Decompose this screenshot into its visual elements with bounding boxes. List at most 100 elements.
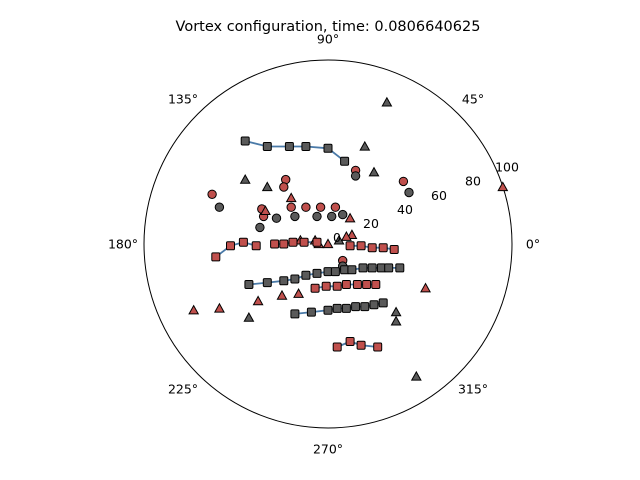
theta-tick-label: 180° <box>108 237 138 252</box>
r-tick-label: 20 <box>363 216 379 231</box>
circle-marker <box>207 189 217 200</box>
square-marker <box>356 340 366 350</box>
theta-tick-label: 0° <box>526 237 540 252</box>
square-marker <box>378 243 388 253</box>
triangle-marker <box>293 288 305 298</box>
circle-marker <box>338 209 348 220</box>
theta-tick-label: 135° <box>168 92 198 107</box>
square-marker <box>332 342 342 352</box>
triangle-marker <box>276 289 288 300</box>
theta-tick-label: 45° <box>462 92 484 107</box>
square-marker <box>330 267 340 277</box>
r-tick-label: 0 <box>333 230 341 245</box>
square-marker <box>351 302 361 312</box>
square-marker <box>332 303 342 313</box>
square-marker <box>288 237 298 247</box>
square-marker <box>262 142 272 151</box>
square-marker <box>360 302 370 312</box>
circle-marker <box>301 202 311 212</box>
triangle-marker <box>285 192 297 203</box>
triangle-marker <box>340 231 352 241</box>
square-marker <box>306 307 316 317</box>
square-marker <box>310 283 320 293</box>
square-marker <box>332 281 342 291</box>
r-tick-label: 80 <box>465 174 481 189</box>
series-line <box>336 340 378 348</box>
circle-marker <box>350 171 361 181</box>
chart-title: Vortex configuration, time: 0.0806640625 <box>176 19 481 35</box>
square-marker <box>301 270 311 280</box>
square-marker <box>279 276 289 286</box>
square-marker <box>341 303 351 313</box>
triangle-marker <box>410 370 422 381</box>
square-marker <box>240 136 250 146</box>
circle-marker <box>290 211 300 222</box>
data-markers <box>188 96 509 381</box>
square-marker <box>251 241 261 251</box>
circle-marker <box>214 202 225 212</box>
theta-tick-label: 225° <box>168 382 198 397</box>
square-marker <box>341 280 351 289</box>
triangle-marker <box>344 212 356 223</box>
tick-labels: 0° 45° 90° 135° 180° 225° 270° 315° 0 20 40 60 80 100 <box>108 32 540 457</box>
square-marker <box>362 280 372 289</box>
square-marker <box>226 241 235 251</box>
square-marker <box>345 337 355 346</box>
triangle-marker <box>497 181 509 192</box>
theta-tick-label: 270° <box>313 442 343 457</box>
square-marker <box>284 142 294 151</box>
square-marker <box>290 274 300 284</box>
triangle-marker <box>322 238 334 249</box>
square-marker <box>323 143 333 153</box>
square-marker <box>340 156 350 166</box>
triangle-marker <box>346 229 358 239</box>
triangle-marker <box>390 315 402 326</box>
square-marker <box>211 252 221 262</box>
square-marker <box>238 237 248 247</box>
square-marker <box>301 142 311 151</box>
square-marker <box>321 281 331 291</box>
triangle-marker <box>243 311 255 322</box>
theta-tick-label: 90° <box>317 32 339 47</box>
triangle-marker <box>259 205 271 216</box>
circle-marker <box>255 222 265 233</box>
square-marker <box>352 280 362 289</box>
triangle-marker <box>368 166 380 177</box>
square-marker <box>395 263 405 273</box>
square-marker <box>356 241 366 251</box>
square-marker <box>262 278 272 288</box>
square-marker <box>376 263 386 273</box>
circle-marker <box>398 176 409 187</box>
square-marker <box>279 239 289 249</box>
square-marker <box>244 280 254 289</box>
square-marker <box>367 263 377 273</box>
circle-marker <box>330 202 341 212</box>
square-marker <box>312 268 322 278</box>
square-marker <box>389 245 399 254</box>
square-marker <box>290 309 300 319</box>
triangle-marker <box>239 173 251 184</box>
square-marker <box>270 239 280 249</box>
square-marker <box>369 300 379 310</box>
circle-marker <box>286 202 296 212</box>
square-marker <box>371 280 381 289</box>
square-marker <box>323 267 333 277</box>
square-marker <box>312 237 322 247</box>
triangle-marker <box>261 181 273 192</box>
triangle-marker <box>420 282 431 293</box>
circle-marker <box>279 182 289 192</box>
square-marker <box>345 241 355 251</box>
series-line <box>215 241 257 258</box>
circle-marker <box>315 202 326 212</box>
triangle-marker <box>252 295 264 306</box>
circle-marker <box>404 187 414 198</box>
triangle-marker <box>390 306 402 317</box>
circle-marker <box>327 211 337 222</box>
square-marker <box>347 265 357 275</box>
triangle-marker <box>188 304 200 315</box>
triangle-marker <box>333 234 345 245</box>
square-marker <box>378 298 388 308</box>
square-marker <box>384 263 394 273</box>
triangle-marker <box>381 96 393 107</box>
